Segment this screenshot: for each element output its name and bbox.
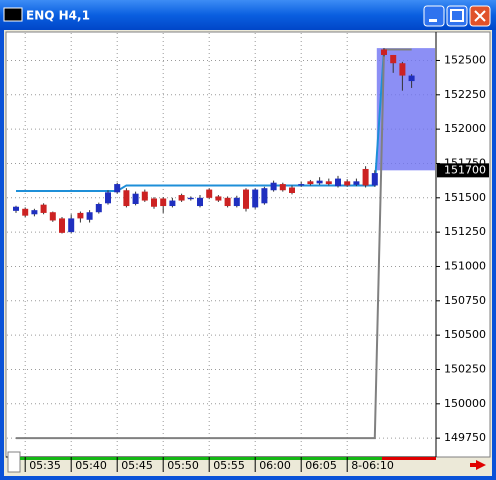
candle-body: [270, 182, 277, 191]
candle-body: [325, 181, 332, 185]
candle-body: [298, 184, 305, 186]
candle-body: [187, 197, 194, 200]
candle-body: [49, 212, 56, 221]
y-tick-label: 152500: [444, 53, 486, 66]
y-tick-label: 150250: [444, 362, 486, 375]
x-tick-label: 05:45: [121, 459, 153, 472]
candle-body: [316, 180, 323, 184]
x-tick-label: 05:40: [75, 459, 107, 472]
candle-body: [289, 187, 295, 193]
window-icon: [3, 7, 23, 22]
candle-body: [151, 198, 157, 207]
candle-body: [399, 63, 406, 76]
y-tick-label: 150000: [444, 397, 486, 410]
y-tick-label: 152000: [444, 122, 486, 135]
zone: [376, 48, 435, 171]
y-tick-label: 152250: [444, 88, 486, 101]
candle-body: [95, 203, 102, 213]
x-tick-label: 05:50: [167, 459, 199, 472]
y-tick-label: 150750: [444, 294, 486, 307]
session-bar: [382, 457, 436, 460]
candle-body: [371, 173, 378, 186]
current-price-box: [437, 163, 489, 178]
candle-body: [31, 210, 38, 215]
y-tick-label: 151250: [444, 225, 486, 238]
candle-body: [13, 206, 19, 211]
candle-body: [206, 189, 213, 198]
y-tick-label: 150500: [444, 328, 486, 341]
y-tick-label: 151000: [444, 259, 486, 272]
candle-body: [215, 196, 222, 201]
candle-body: [353, 181, 360, 185]
session-bar: [20, 457, 382, 460]
line-series: [16, 48, 412, 440]
candle-body: [335, 178, 341, 187]
candle-body: [408, 75, 415, 82]
line-series: [16, 48, 412, 192]
candle-body: [40, 204, 47, 213]
candle-body: [261, 188, 268, 204]
current-price-label: 151700: [444, 163, 486, 176]
candle-body: [252, 189, 259, 208]
x-tick-label: 8-06:10: [351, 459, 394, 472]
x-tick-label: 05:35: [29, 459, 61, 472]
maximize-button[interactable]: [446, 5, 468, 27]
candle-body: [224, 197, 231, 207]
candle-body: [132, 193, 139, 204]
candle-body: [381, 49, 387, 55]
candle-body: [307, 181, 314, 185]
scroll-box[interactable]: [7, 451, 21, 473]
x-tick-label: 06:05: [305, 459, 337, 472]
x-tick-label: 06:00: [259, 459, 291, 472]
close-button[interactable]: [469, 5, 491, 27]
candle-body: [77, 212, 84, 219]
scroll-arrow[interactable]: [470, 460, 486, 470]
candle-body: [344, 181, 351, 186]
candle-body: [243, 189, 249, 209]
candle-body: [279, 184, 286, 191]
candle-body: [22, 208, 29, 216]
window-title: ENQ H4,1: [26, 9, 90, 23]
candle-body: [123, 190, 130, 207]
candle-body: [233, 197, 240, 207]
candle-body: [362, 168, 369, 186]
candle-body: [197, 197, 203, 207]
y-tick-label: 149750: [444, 431, 486, 444]
candle-body: [390, 54, 397, 64]
candle-body: [86, 212, 93, 220]
candle-body: [105, 192, 111, 204]
candle-body: [169, 200, 176, 207]
candle-body: [141, 191, 148, 201]
candle-body: [59, 218, 65, 233]
candle-body: [68, 218, 75, 233]
minimize-button[interactable]: [423, 5, 445, 27]
title-bar: [0, 0, 496, 30]
candle-body: [178, 195, 185, 201]
candle-body: [160, 198, 167, 207]
y-tick-label: 151500: [444, 191, 486, 204]
x-tick-label: 05:55: [213, 459, 245, 472]
candle-body: [114, 184, 121, 193]
